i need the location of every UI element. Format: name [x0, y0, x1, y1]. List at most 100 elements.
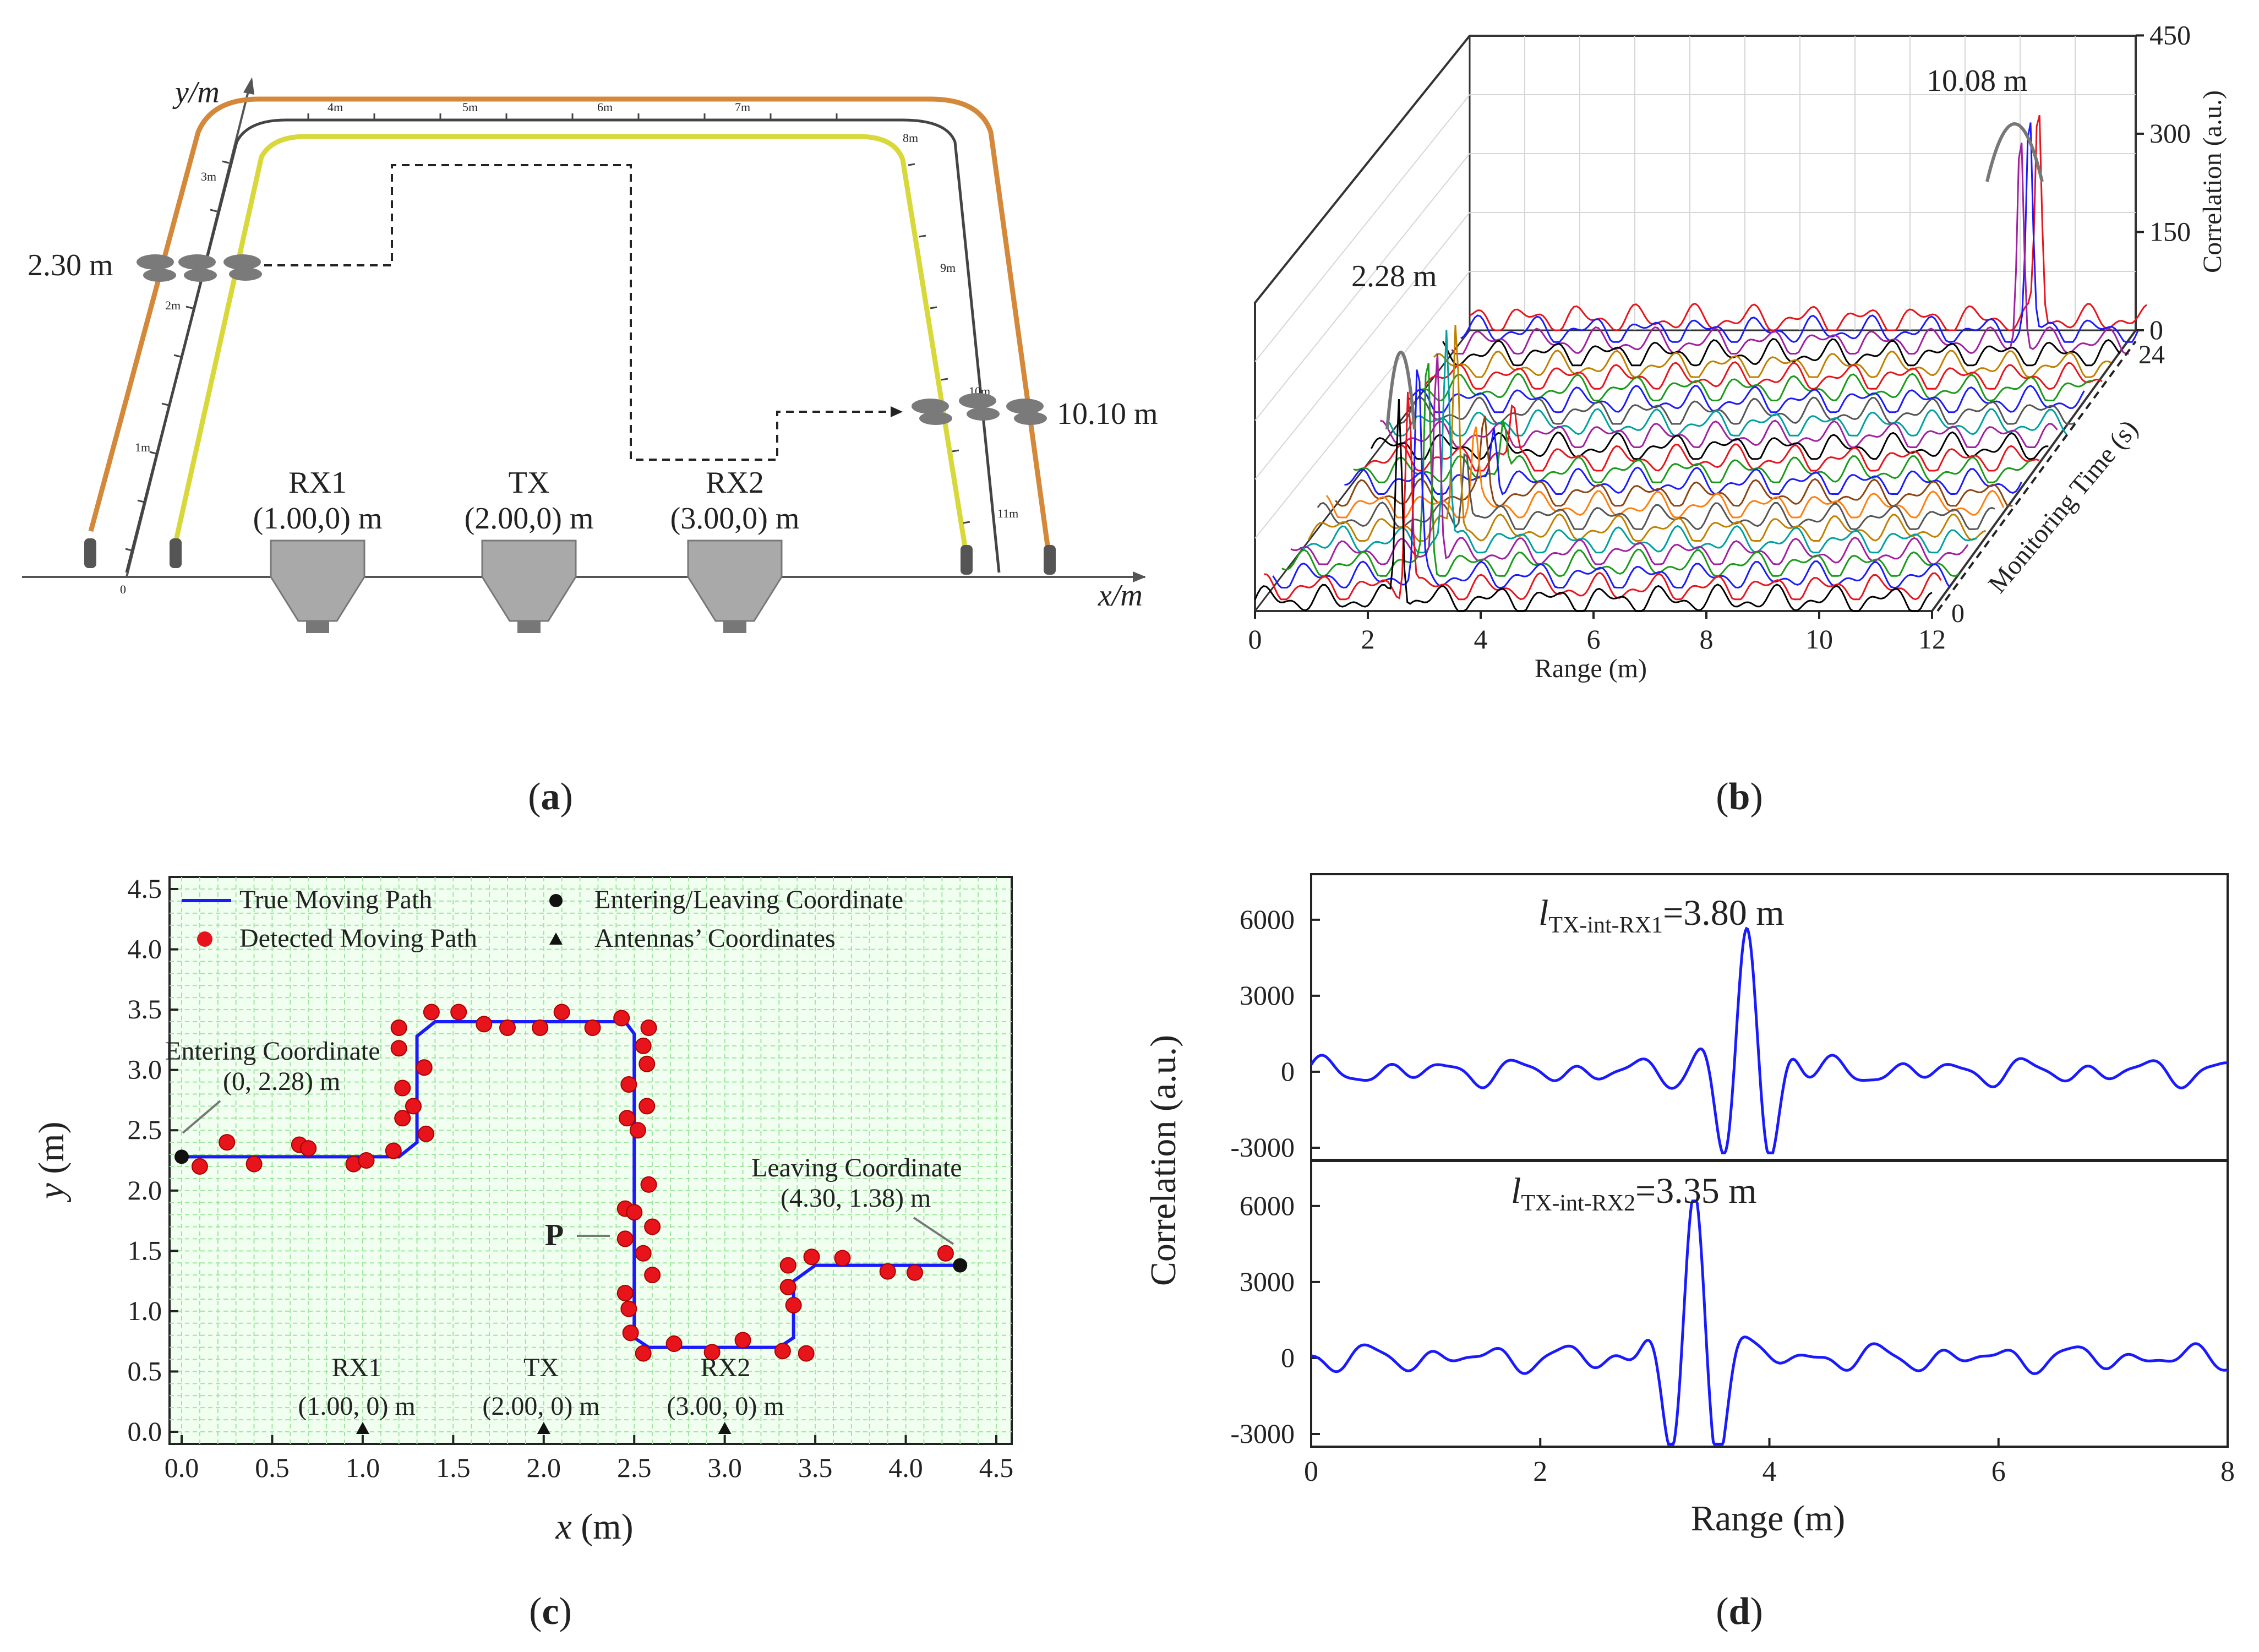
detected-point — [300, 1140, 317, 1157]
x-axis-title: Range (m) — [1691, 1498, 1845, 1539]
detected-point — [390, 1040, 407, 1057]
axis-ticks: 0.0 0.5 1.0 1.5 2.0 2.5 3.0 3.5 4.0 4.5 0.0 0.5 1.0 1… — [128, 873, 1014, 1483]
trace-line — [1254, 399, 1933, 612]
time-axis-line — [1936, 340, 2137, 612]
detected-point — [622, 1324, 639, 1342]
trace-line — [1344, 428, 2022, 495]
enter-pointer — [182, 1100, 221, 1134]
y-tick-label: -3000 — [1230, 1418, 1295, 1449]
x-tick-label: 0 — [1304, 1456, 1318, 1487]
antenna-rx1-icon — [270, 539, 365, 633]
ruler-mark-3m: 3m — [201, 170, 216, 183]
x-tick-label: 2.5 — [617, 1452, 652, 1483]
trace-line — [1406, 385, 2085, 413]
detected-point — [219, 1134, 236, 1151]
legend-enter-leave-swatch — [549, 894, 563, 907]
wall-grid-d — [1254, 153, 1470, 421]
y-tick-label: 6000 — [1240, 1190, 1295, 1221]
origin-label: 0 — [120, 582, 126, 596]
top-peak-label: lTX-int-RX1=3.80 m — [1538, 893, 1785, 938]
y-tick-label: 2.0 — [128, 1175, 162, 1206]
detected-point — [626, 1204, 643, 1221]
y-arrow-icon — [243, 77, 254, 95]
trace-line — [1370, 431, 2049, 460]
x-tick-label: 12 — [1918, 624, 1946, 655]
detected-point — [779, 1257, 796, 1274]
detected-point — [358, 1152, 375, 1169]
y-tick-label: 4.0 — [128, 934, 162, 964]
detected-point — [639, 1055, 656, 1072]
tx-coord: (2.00,0) m — [465, 501, 594, 536]
enter-leave-point — [174, 1149, 189, 1164]
detected-point — [644, 1218, 661, 1235]
trace-line — [1335, 416, 2013, 507]
detected-points — [191, 1004, 954, 1362]
x-tick-label: 6 — [1587, 624, 1601, 655]
rx1-coord: (1.00,0) m — [253, 501, 383, 536]
subfig-c-label: (c) — [529, 1590, 572, 1633]
detected-point — [907, 1264, 923, 1281]
trace-line — [1398, 396, 2076, 425]
leave-label-2: (4.30, 1.38) m — [781, 1184, 931, 1213]
detected-point — [476, 1016, 493, 1033]
ruler-mark-1m: 1m — [135, 440, 150, 454]
x-axis-title: x (m) — [555, 1507, 633, 1547]
trace-line — [1308, 325, 1987, 542]
detected-point — [635, 1245, 652, 1262]
trace-line — [1281, 363, 1960, 577]
ruler-ticks — [125, 113, 970, 552]
detected-point — [640, 1176, 657, 1193]
trace-line — [1264, 391, 1942, 601]
ruler-mark-4m: 4m — [328, 100, 343, 114]
x-tick-label: 1.5 — [436, 1452, 471, 1483]
x-tick-label: 0.0 — [165, 1452, 199, 1483]
detected-point — [644, 1267, 661, 1284]
z-axis-title: Correlation (a.u.) — [2198, 90, 2227, 273]
x-axis-title: Range (m) — [1535, 654, 1647, 683]
z-tick-label: 450 — [2149, 19, 2191, 50]
detected-point — [418, 1125, 434, 1142]
leave-pointer — [913, 1217, 954, 1245]
walking-path — [264, 164, 897, 461]
legend-enter-leave: Entering/Leaving Coordinate — [594, 885, 903, 914]
signal-rx2-line — [1311, 1200, 2228, 1446]
y-tick-label: 0 — [1281, 1342, 1295, 1373]
detected-point — [499, 1019, 516, 1036]
detected-point — [779, 1279, 796, 1296]
ruler-mark-2m: 2m — [165, 298, 181, 312]
wall-grid-d — [1254, 94, 1470, 362]
x-tick-label: 6 — [1991, 1456, 2006, 1487]
x-tick-label: 2.0 — [527, 1452, 561, 1483]
detected-point — [245, 1155, 263, 1173]
leave-label-1: Leaving Coordinate — [751, 1153, 962, 1182]
detected-point — [450, 1004, 467, 1021]
detected-point — [703, 1344, 721, 1361]
detected-point — [798, 1345, 815, 1362]
y-tick-label: 0.5 — [128, 1355, 162, 1386]
trace-line — [1353, 419, 2031, 483]
ruler-mark-6m: 6m — [597, 100, 613, 114]
detected-point — [405, 1098, 422, 1115]
y-tick-label: 1.5 — [128, 1235, 162, 1266]
y-axis-title: y (m) — [31, 1121, 72, 1202]
x-arrow-icon — [1133, 571, 1146, 582]
c-rx1-name: RX1 — [332, 1353, 382, 1382]
y-tick-label: 0 — [1281, 1056, 1295, 1087]
trace-line — [1424, 361, 2103, 390]
peak-left-label: 2.28 m — [1351, 259, 1437, 293]
trace-line — [1362, 404, 2040, 472]
trace-line — [1325, 426, 2005, 519]
t-tick-0: 0 — [1951, 599, 1965, 628]
x-tick-label: 8 — [2220, 1456, 2235, 1487]
ruler-track — [125, 118, 1001, 573]
c-tx-name: TX — [523, 1353, 559, 1382]
detected-point — [394, 1079, 411, 1097]
detected-point — [385, 1142, 402, 1159]
panel-a-scene: 1m 2m 3m 4m 5m 6m 7m 8m 9m 10m 11m 0 y/m… — [22, 75, 1158, 633]
detected-point — [584, 1019, 601, 1036]
detected-point — [803, 1248, 820, 1266]
y-tick-label: 6000 — [1240, 904, 1295, 935]
panel-d-line-chart: 6000 3000 0 -3000 6000 3000 0 -3000 0 2 4 6 8 lTX-in… — [1143, 873, 2235, 1539]
enter-distance-label: 2.30 m — [28, 248, 113, 282]
